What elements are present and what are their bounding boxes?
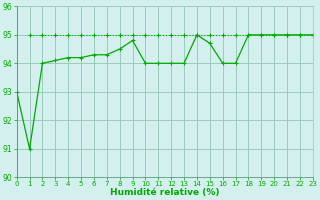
X-axis label: Humidité relative (%): Humidité relative (%)	[110, 188, 220, 197]
